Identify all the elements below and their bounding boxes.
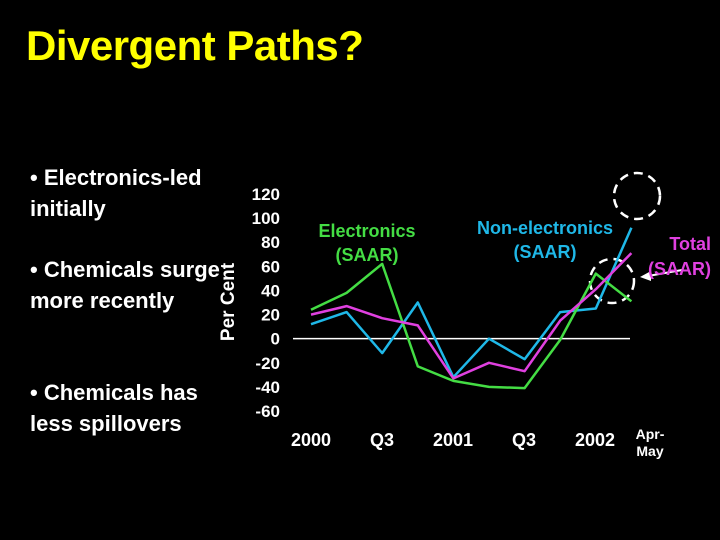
y-tick-label: 60 bbox=[261, 257, 280, 276]
y-tick-label: 120 bbox=[252, 185, 280, 204]
y-axis-label: Per Cent bbox=[218, 262, 239, 341]
x-tick-label: 2001 bbox=[433, 430, 473, 450]
series-line-non-electronics bbox=[310, 262, 633, 390]
slide-title: Divergent Paths? bbox=[26, 22, 364, 69]
y-tick-label: 0 bbox=[271, 330, 280, 349]
y-tick-label: -20 bbox=[255, 354, 280, 373]
bullet-chemicals-surge: • Chemicals surge more recently bbox=[30, 257, 220, 313]
series-lines bbox=[310, 227, 633, 390]
x-axis: 2000 Q3 2001 Q3 2002 Apr-May bbox=[291, 426, 665, 459]
y-tick-label: 100 bbox=[252, 209, 280, 228]
series-labels: Electronics (SAAR) Non-electronics (SAAR) To… bbox=[318, 218, 711, 279]
bullet-chemicals-spillovers: • Chemicals has less spillovers bbox=[30, 380, 198, 436]
y-tick-label: -60 bbox=[255, 402, 280, 421]
non-electronics-annotation-circle bbox=[588, 257, 636, 305]
non-electronics-label: Non-electronics (SAAR) bbox=[477, 218, 613, 262]
total-label: Total (SAAR) bbox=[648, 234, 711, 279]
x-tick-label: Q3 bbox=[370, 430, 394, 450]
y-tick-label: 20 bbox=[261, 306, 280, 325]
y-tick-label: 80 bbox=[261, 233, 280, 252]
y-tick-label: 40 bbox=[261, 281, 280, 300]
y-axis: 120 100 80 60 40 20 0 -20 -40 -60 Per Cent bbox=[218, 185, 630, 421]
total-annotation-arrowhead bbox=[640, 271, 651, 281]
x-tick-label: 2002 bbox=[575, 430, 615, 450]
total-annotation-arrow bbox=[647, 269, 683, 277]
series-line-electronics bbox=[310, 227, 633, 379]
electronics-annotation-circle bbox=[612, 171, 662, 221]
annotations bbox=[588, 171, 683, 305]
series-line-total bbox=[310, 252, 633, 380]
bullet-electronics-led: • Electronics-led initially bbox=[30, 165, 202, 221]
x-tick-label: 2000 bbox=[291, 430, 331, 450]
x-tick-label: Q3 bbox=[512, 430, 536, 450]
x-tick-label-apr-may: Apr-May bbox=[636, 426, 665, 459]
y-tick-label: -40 bbox=[255, 378, 280, 397]
electronics-label: Electronics (SAAR) bbox=[318, 221, 415, 265]
